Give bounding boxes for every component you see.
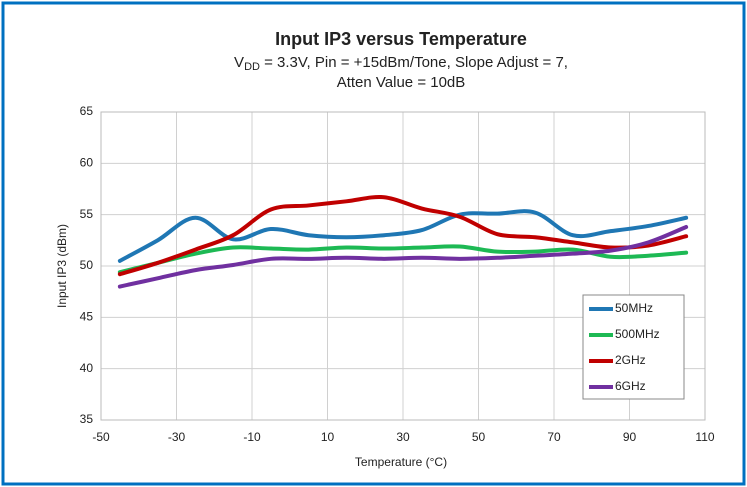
chart-subtitle: VDD = 3.3V, Pin = +15dBm/Tone, Slope Adj… [234,54,568,73]
plot-border [100,111,706,421]
y-tick-label: 40 [80,361,94,375]
x-tick-label: -10 [243,430,261,444]
y-tick-label: 55 [80,207,94,221]
chart-subtitle: Atten Value = 10dB [337,74,466,91]
legend-label: 50MHz [615,301,653,315]
subtitle-part: = 3.3V, Pin = +15dBm/Tone, Slope Adjust … [260,54,568,71]
subtitle-part: V [234,54,244,71]
x-tick-label: -30 [168,430,186,444]
x-tick-label: 90 [623,430,637,444]
y-tick-label: 45 [80,310,94,324]
x-axis-label: Temperature (°C) [355,455,447,469]
y-tick-label: 65 [80,104,94,118]
legend-label: 6GHz [615,379,646,393]
legend-label: 2GHz [615,353,646,367]
y-tick-label: 50 [80,258,94,272]
legend-label: 500MHz [615,327,660,341]
x-tick-label: 70 [547,430,561,444]
x-tick-label: -50 [92,430,110,444]
x-tick-label: 10 [321,430,335,444]
x-tick-label: 110 [695,430,714,444]
x-tick-label: 50 [472,430,486,444]
series-line [117,209,689,263]
legend-box [582,294,685,400]
y-tick-label: 60 [80,156,94,170]
series-line [117,194,689,277]
series-line [117,224,689,289]
subtitle-subscript: DD [244,61,260,73]
y-tick-label: 35 [80,412,94,426]
chart-title: Input IP3 versus Temperature [275,29,527,49]
x-tick-label: 30 [396,430,410,444]
y-axis-label: Input IP3 (dBm) [55,224,69,308]
